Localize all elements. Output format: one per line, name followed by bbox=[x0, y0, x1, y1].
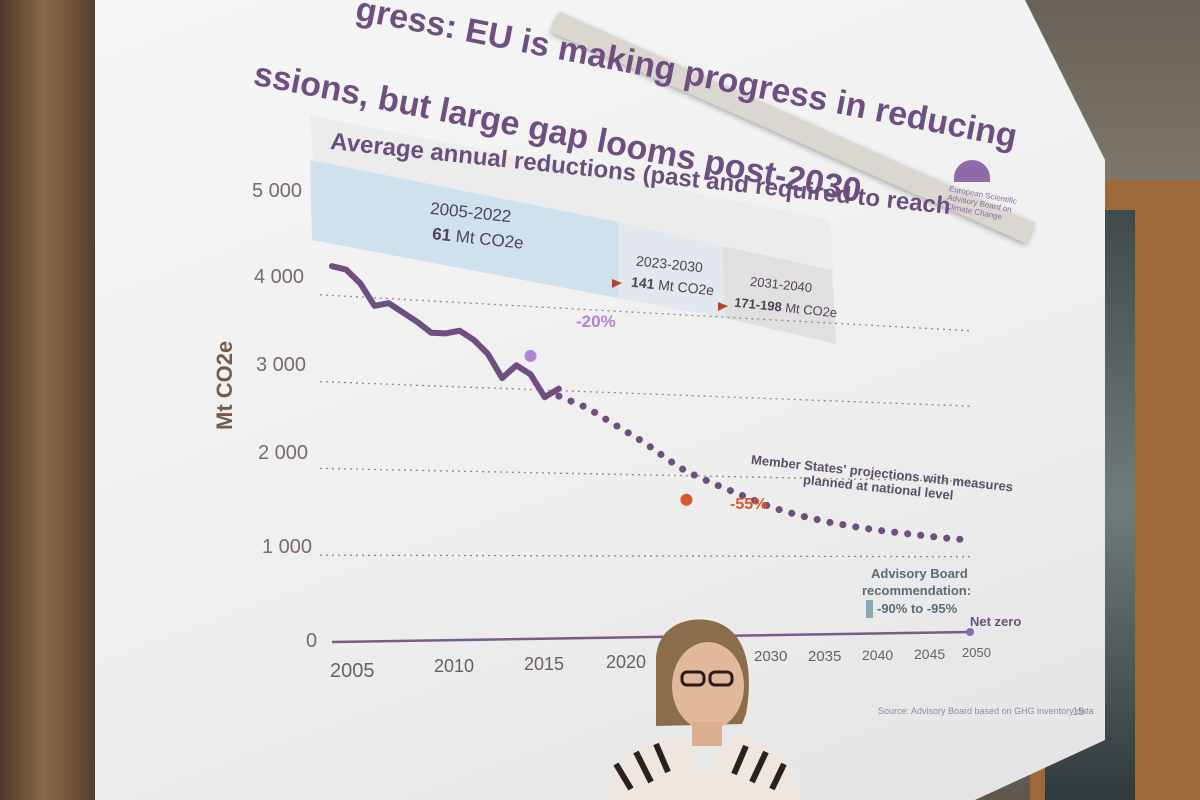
reductions-box-header bbox=[310, 115, 835, 282]
advisory-note-line-2: recommendation: bbox=[862, 583, 972, 598]
x-tick-label: 2035 bbox=[808, 648, 842, 665]
room-left-wall bbox=[0, 0, 110, 800]
x-tick-label: 2010 bbox=[434, 656, 475, 676]
projection-screen bbox=[95, 0, 1105, 800]
y-tick-label: 2 000 bbox=[258, 442, 309, 464]
presenter-neck bbox=[692, 722, 722, 746]
reductions-box-period-3 bbox=[722, 246, 836, 344]
arrow-icon bbox=[612, 279, 622, 288]
y-tick-label: 4 000 bbox=[254, 266, 305, 288]
minus-55-label: -55% bbox=[730, 496, 768, 513]
x-tick-label: 2030 bbox=[754, 648, 788, 665]
x-tick-label: 2050 bbox=[962, 645, 991, 660]
net-zero-label: Net zero bbox=[970, 614, 1022, 629]
page-number: 15 bbox=[1072, 706, 1085, 718]
grid-line bbox=[319, 380, 971, 407]
glasses-icon-right bbox=[708, 670, 734, 687]
y-tick-label: 0 bbox=[306, 630, 318, 652]
x-tick-label: 2045 bbox=[914, 646, 946, 662]
y-tick-label: 3 000 bbox=[256, 354, 307, 376]
presenter-top bbox=[606, 736, 800, 800]
y-tick-label: 5 000 bbox=[252, 180, 303, 202]
grid-line bbox=[319, 554, 971, 558]
advisory-note-line-1: Advisory Board bbox=[871, 566, 968, 581]
reductions-box-period-1 bbox=[310, 160, 618, 298]
period-2-value: 141 bbox=[630, 273, 656, 293]
source-note: Source: Advisory Board based on GHG inve… bbox=[878, 706, 1094, 716]
x-tick-label: 2040 bbox=[862, 647, 894, 663]
projection-series-line bbox=[555, 392, 974, 544]
y-axis-label: Mt CO2e bbox=[212, 340, 237, 430]
historical-series-line bbox=[329, 263, 562, 401]
minus-20-label: -20% bbox=[576, 312, 616, 331]
arrow-icon bbox=[718, 302, 728, 311]
x-axis-line bbox=[331, 630, 971, 644]
presenter-face bbox=[672, 642, 744, 730]
advisory-note-line-3: -90% to -95% bbox=[877, 601, 958, 616]
reductions-box-period-2 bbox=[618, 222, 725, 318]
grid-line bbox=[319, 467, 971, 483]
advisory-range-marker bbox=[866, 600, 873, 618]
presenter-person bbox=[606, 619, 800, 800]
grid-line bbox=[319, 294, 971, 332]
x-tick-label: 2015 bbox=[524, 654, 565, 674]
y-tick-label: 1 000 bbox=[262, 536, 313, 558]
advisory-board-logo: European Scientific Advisory Board on Cl… bbox=[945, 160, 1018, 230]
target-point bbox=[524, 349, 537, 362]
x-tick-label: 2005 bbox=[330, 660, 375, 682]
logo-dome-icon bbox=[954, 160, 990, 182]
target-point bbox=[680, 493, 693, 506]
glasses-icon bbox=[680, 670, 706, 687]
period-1-value: 61 bbox=[431, 224, 453, 246]
x-tick-label: 2020 bbox=[606, 652, 647, 672]
target-point bbox=[966, 628, 974, 636]
